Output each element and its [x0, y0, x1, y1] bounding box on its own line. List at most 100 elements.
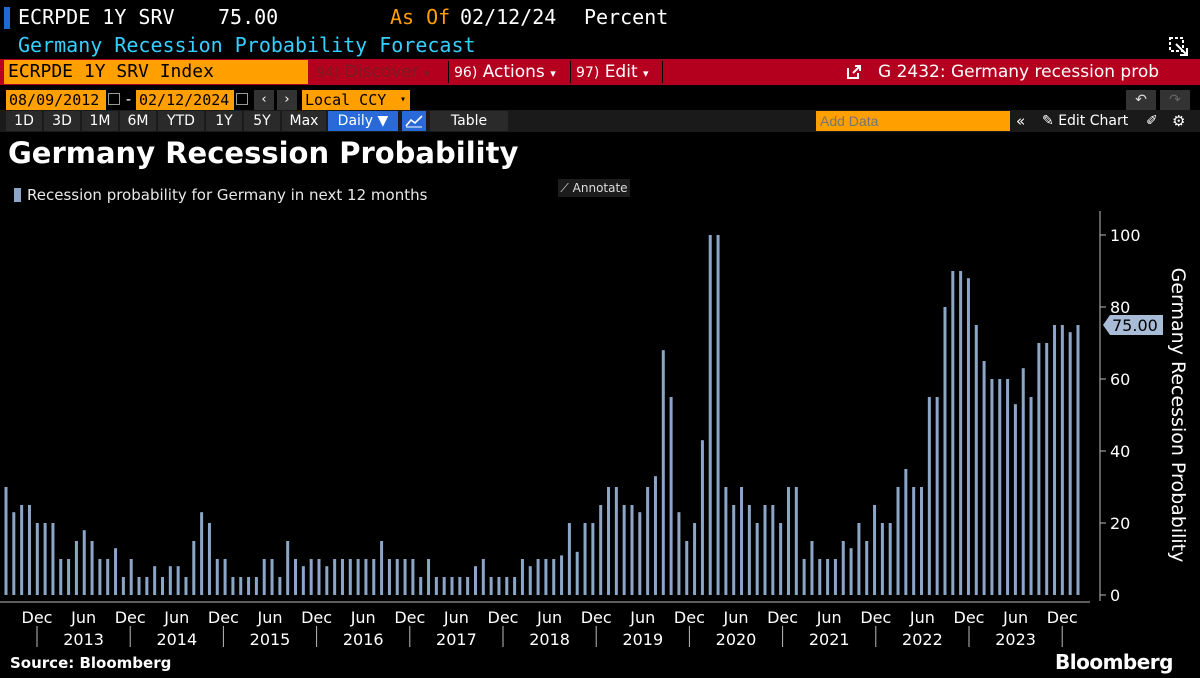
range-1m[interactable]: 1M — [82, 111, 118, 131]
table-button[interactable]: Table — [430, 111, 508, 131]
edit-settings-icon[interactable]: ✐ — [1146, 113, 1158, 129]
bar — [943, 307, 947, 595]
x-tick-label: Dec — [581, 608, 612, 627]
start-date-field[interactable]: 08/09/2012 — [6, 90, 106, 110]
bar — [473, 566, 477, 595]
bar — [161, 577, 164, 595]
actions-menu[interactable]: 96) Actions ▾ — [454, 59, 556, 85]
year-label: 2014 — [156, 630, 197, 649]
bar — [677, 512, 681, 595]
last-value: 75.00 — [218, 5, 279, 29]
bar — [294, 559, 298, 595]
collapse-chevrons-icon[interactable]: « — [1016, 112, 1026, 130]
graph-title[interactable]: G 2432: Germany recession prob — [878, 62, 1160, 82]
range-6m[interactable]: 6M — [120, 111, 156, 131]
edit-label: Edit — [604, 62, 638, 82]
bar — [779, 523, 783, 595]
frequency-select[interactable]: Daily ▼ — [328, 111, 398, 131]
bar — [403, 559, 407, 595]
bar — [630, 505, 634, 595]
bar — [106, 559, 110, 595]
year-label: 2021 — [809, 630, 850, 649]
y-tick-label: 100 — [1110, 226, 1141, 245]
bar — [51, 523, 55, 595]
bar — [763, 505, 767, 595]
range-ytd[interactable]: YTD — [158, 111, 204, 131]
bar — [1068, 332, 1072, 595]
annotate-label: Annotate — [572, 181, 628, 195]
bar — [607, 487, 611, 595]
year-label: 2020 — [716, 630, 757, 649]
range-5y[interactable]: 5Y — [244, 111, 280, 131]
calendar-icon[interactable] — [236, 93, 248, 105]
bar — [90, 541, 94, 595]
y-tick-label: 60 — [1110, 370, 1130, 389]
range-1d[interactable]: 1D — [6, 111, 42, 131]
bar — [849, 548, 853, 595]
currency-select[interactable]: Local CCY ▾ — [302, 90, 410, 110]
range-3d[interactable]: 3D — [44, 111, 80, 131]
redo-icon[interactable]: ↷ — [1160, 90, 1190, 110]
bar — [489, 577, 493, 595]
bar — [638, 512, 642, 595]
edit-menu[interactable]: 97) Edit ▾ — [576, 59, 649, 85]
line-chart-icon[interactable] — [402, 111, 426, 131]
bar — [912, 487, 916, 595]
range-max[interactable]: Max — [282, 111, 326, 131]
prev-arrow-icon[interactable]: ‹ — [254, 90, 274, 110]
pencil-icon: ✎ — [1042, 113, 1054, 129]
bar — [888, 523, 892, 595]
popout-icon[interactable] — [1168, 36, 1190, 58]
security-field[interactable]: ECRPDE 1Y SRV Index — [4, 60, 308, 84]
end-date-field[interactable]: 02/12/2024 — [136, 90, 234, 110]
y-tick-label: 80 — [1110, 298, 1130, 317]
bar — [59, 559, 63, 595]
actions-label: Actions — [482, 62, 545, 82]
bar — [614, 487, 618, 595]
bar — [254, 577, 258, 595]
edit-chart-button[interactable]: ✎ Edit Chart — [1042, 111, 1128, 131]
next-arrow-icon[interactable]: › — [277, 90, 297, 110]
bar — [982, 361, 986, 595]
bar — [732, 505, 736, 595]
year-label: 2013 — [63, 630, 104, 649]
bar — [427, 559, 431, 595]
annotate-button[interactable]: ⟋ Annotate — [558, 179, 630, 197]
source-note: Source: Bloomberg — [10, 654, 172, 672]
calendar-icon[interactable] — [108, 93, 120, 105]
range-bar: 1D 3D 1M 6M YTD 1Y 5Y Max Daily ▼ Table … — [0, 110, 1200, 132]
bar — [669, 397, 673, 595]
external-link-icon[interactable] — [846, 64, 862, 80]
bar — [239, 577, 243, 595]
bar — [356, 559, 360, 595]
as-of-date: 02/12/24 — [460, 5, 557, 29]
bar — [591, 523, 595, 595]
bar — [317, 559, 321, 595]
year-label: 2022 — [902, 630, 943, 649]
discover-label: Discover — [344, 62, 419, 82]
bar — [583, 523, 587, 595]
bar — [505, 577, 509, 595]
bar — [1076, 325, 1080, 595]
bar — [567, 523, 571, 595]
bar — [458, 577, 462, 595]
bar — [661, 350, 665, 595]
actions-num: 96) — [454, 65, 478, 81]
header-marker — [4, 7, 10, 29]
bar — [20, 505, 24, 595]
bar — [998, 379, 1002, 595]
range-1y[interactable]: 1Y — [206, 111, 242, 131]
bar — [98, 559, 102, 595]
bar — [544, 559, 548, 595]
chart-legend: Recession probability for Germany in nex… — [14, 186, 427, 204]
add-data-input[interactable] — [816, 111, 1010, 131]
bar — [301, 566, 305, 595]
gear-icon[interactable]: ⚙ — [1172, 112, 1186, 130]
bar — [747, 505, 751, 595]
bar — [387, 559, 391, 595]
bar — [693, 523, 697, 595]
bar — [27, 505, 31, 595]
discover-menu[interactable]: 94) Discover ▾ — [316, 59, 430, 85]
bar — [325, 566, 329, 595]
undo-icon[interactable]: ↶ — [1126, 90, 1156, 110]
